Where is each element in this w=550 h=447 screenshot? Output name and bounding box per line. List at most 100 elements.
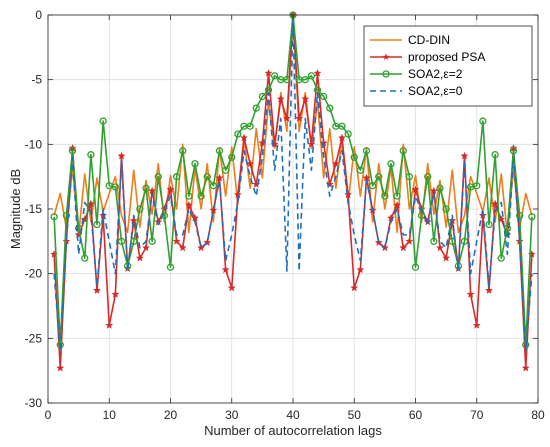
legend-label: SOA2,ε=2 <box>408 67 463 81</box>
data-point <box>374 238 383 247</box>
data-point <box>148 186 157 195</box>
data-point <box>282 114 291 122</box>
x-tick-label: 10 <box>103 408 117 422</box>
data-point <box>429 186 438 195</box>
data-point <box>178 243 187 252</box>
data-point <box>503 224 512 233</box>
data-point <box>117 151 126 160</box>
data-point <box>411 263 420 271</box>
data-point <box>344 130 352 138</box>
data-point <box>350 153 358 161</box>
data-point <box>344 190 353 199</box>
data-point <box>154 173 162 181</box>
data-point <box>99 117 107 125</box>
data-point <box>234 130 242 138</box>
legend-label: CD-DIN <box>408 33 450 47</box>
x-tick-label: 80 <box>531 408 545 422</box>
data-point <box>197 192 205 200</box>
data-point <box>191 160 199 168</box>
data-point <box>276 94 285 103</box>
data-point <box>228 153 236 161</box>
y-tick-label: -25 <box>25 331 43 345</box>
data-point <box>521 363 530 372</box>
data-point <box>239 133 249 142</box>
x-tick-label: 60 <box>409 408 423 422</box>
legend-label: SOA2,ε=0 <box>408 84 463 98</box>
legend-marker <box>382 53 390 60</box>
data-point <box>172 237 181 245</box>
data-point <box>270 72 279 80</box>
y-tick-label: -20 <box>25 267 43 281</box>
data-point <box>221 265 230 274</box>
y-tick-label: -15 <box>25 202 43 216</box>
x-tick-label: 30 <box>225 408 239 422</box>
y-tick-label: -30 <box>25 396 43 410</box>
data-point <box>129 216 138 225</box>
data-point <box>350 283 359 292</box>
data-point <box>264 68 273 77</box>
data-point <box>172 173 181 181</box>
data-point <box>528 213 536 221</box>
data-point <box>362 173 371 182</box>
data-point <box>135 253 144 262</box>
data-point <box>246 122 254 130</box>
data-point <box>117 237 126 245</box>
data-point <box>99 211 108 219</box>
data-point <box>338 122 346 130</box>
data-point <box>209 205 218 214</box>
x-tick-label: 0 <box>45 408 52 422</box>
data-point <box>258 92 267 101</box>
data-point <box>509 147 518 155</box>
data-point <box>56 363 65 372</box>
y-axis-label: Magnitude dB <box>8 169 23 249</box>
y-tick-label: -10 <box>25 137 43 151</box>
y-tick-label: -5 <box>31 73 42 87</box>
data-point <box>405 173 414 181</box>
data-point <box>319 138 328 147</box>
data-point <box>87 151 95 159</box>
data-point <box>105 321 114 329</box>
data-point <box>356 166 365 174</box>
data-point <box>258 138 267 147</box>
data-point <box>466 290 475 298</box>
data-point <box>484 286 494 294</box>
y-tick-label: 0 <box>35 8 42 22</box>
data-point <box>190 213 200 222</box>
data-point <box>301 76 309 84</box>
data-point <box>252 104 260 112</box>
data-point <box>319 92 328 101</box>
data-point <box>442 205 450 213</box>
data-point <box>381 192 389 200</box>
data-point <box>430 237 438 245</box>
data-point <box>435 243 445 252</box>
data-point <box>81 254 89 262</box>
data-point <box>515 211 524 220</box>
data-point <box>393 200 402 209</box>
data-point <box>221 166 230 174</box>
data-point <box>283 76 291 84</box>
data-point <box>62 211 71 220</box>
axis-ticks: 0 10 20 30 40 50 60 70 80 0 -5 -10 -15 -20 -25 -30 <box>25 8 545 422</box>
legend-label: proposed PSA <box>408 50 485 64</box>
x-tick-label: 50 <box>348 408 362 422</box>
data-point <box>301 94 310 103</box>
data-point <box>185 192 193 200</box>
data-point <box>111 183 120 191</box>
data-point <box>136 205 144 213</box>
legend: CD-DIN proposed PSA SOA2,ε=2 SOA2,ε=0 <box>363 25 533 107</box>
data-point <box>497 254 505 262</box>
data-point <box>362 147 371 155</box>
data-point <box>227 283 236 292</box>
data-point <box>166 263 175 271</box>
data-point <box>331 159 340 168</box>
data-point <box>62 237 71 245</box>
data-point <box>92 286 102 294</box>
data-point <box>356 265 365 274</box>
data-point <box>313 68 322 77</box>
data-point <box>368 182 377 190</box>
data-point <box>473 182 481 190</box>
data-point <box>215 173 224 182</box>
data-point <box>485 220 493 229</box>
data-point <box>399 243 408 252</box>
